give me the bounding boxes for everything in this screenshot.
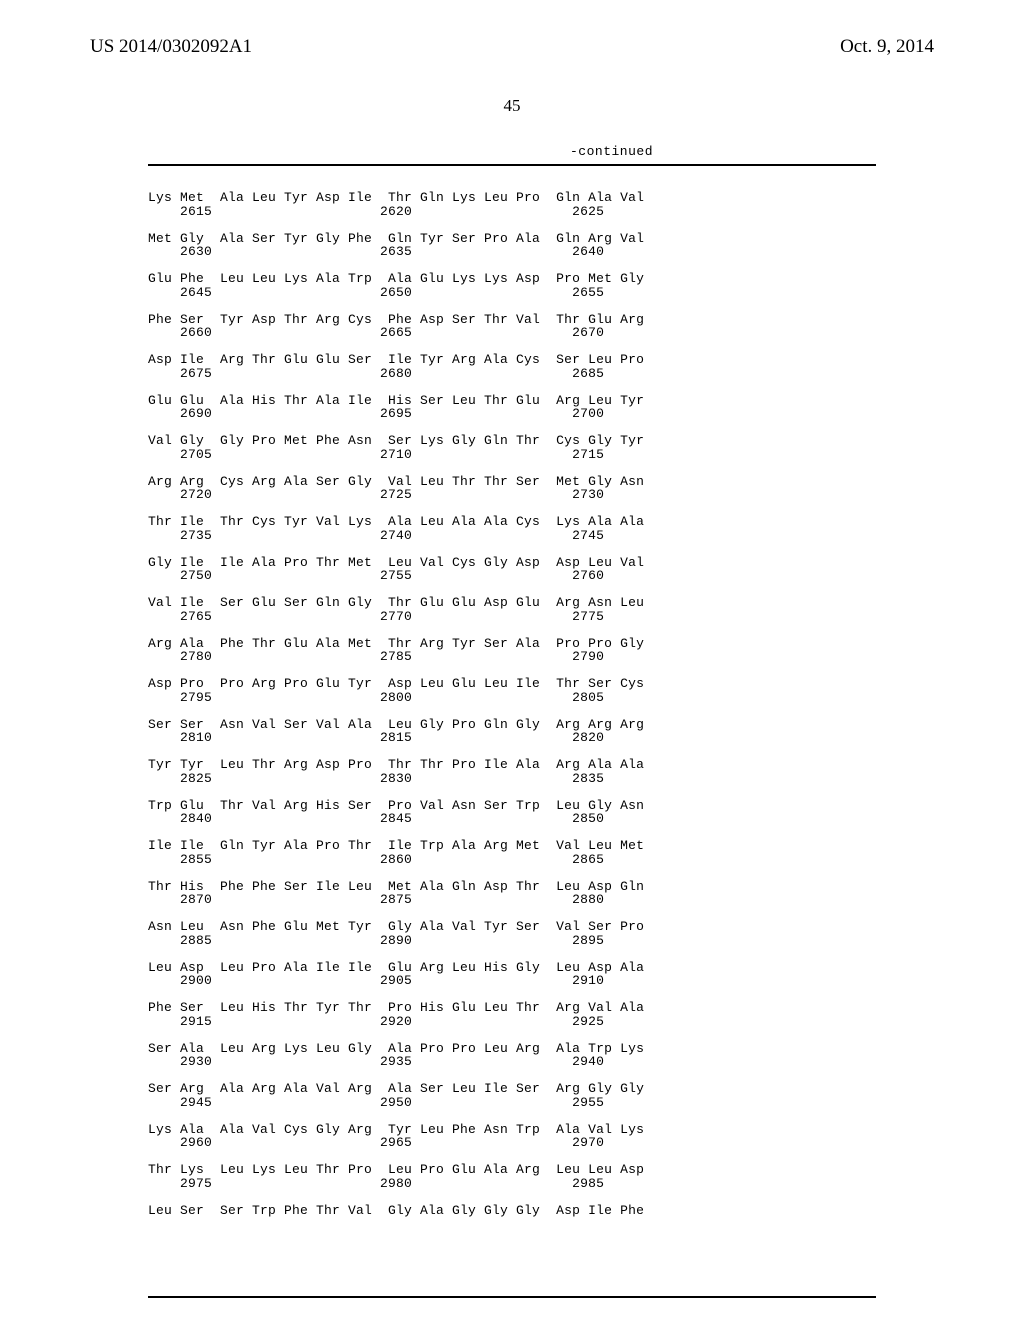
sequence-listing: Lys Met Ala Leu Tyr Asp Ile Thr Gln Lys … [148,191,644,1217]
header-publication-number: US 2014/0302092A1 [90,36,252,58]
rule-bottom [148,1296,876,1298]
continued-label: -continued [570,144,653,159]
header-date: Oct. 9, 2014 [840,36,934,58]
page-number: 45 [0,96,1024,116]
rule-top [148,164,876,166]
